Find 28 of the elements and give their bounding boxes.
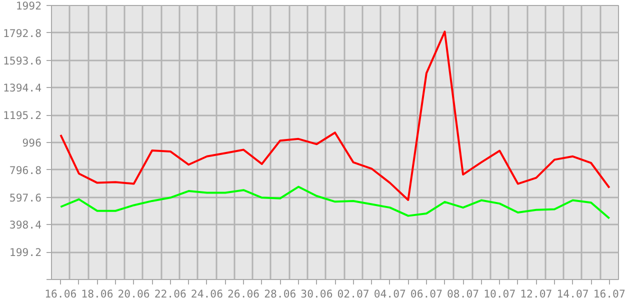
x-tick-label: 02.07 — [337, 288, 370, 300]
x-tick-label: 16.07 — [593, 288, 626, 300]
y-tick-label: 1992 — [16, 0, 42, 12]
x-tick-label: 04.07 — [374, 288, 406, 300]
y-tick-label: 597.6 — [9, 191, 42, 204]
x-tick-label: 12.07 — [520, 288, 552, 300]
x-tick-label: 22.06 — [154, 288, 186, 300]
x-tick-label: 08.07 — [446, 288, 480, 300]
line-series — [60, 30, 610, 201]
y-tick-label: 199.2 — [9, 246, 42, 260]
y-tick-label: 1792.8 — [3, 26, 42, 40]
y-tick-label: 796.8 — [9, 164, 42, 177]
line-series — [60, 186, 610, 220]
x-tick-label: 28.06 — [264, 288, 296, 300]
x-tick-label: 16.06 — [44, 288, 77, 300]
y-tick-label: 1195.2 — [3, 109, 42, 122]
x-tick-label: 06.07 — [410, 288, 442, 300]
y-tick-label: 398.4 — [9, 218, 42, 232]
x-tick-label: 24.06 — [190, 288, 224, 300]
x-tick-label: 14.07 — [556, 288, 589, 300]
x-tick-label: 10.07 — [484, 288, 516, 300]
x-tick-label: 26.06 — [228, 288, 260, 300]
x-tick-label: 30.06 — [300, 288, 333, 300]
x-tick-label: 18.06 — [81, 288, 114, 300]
y-tick-label: 1394.4 — [3, 82, 42, 95]
y-tick-label: 1593.6 — [3, 54, 42, 68]
x-tick-label: 20.06 — [118, 288, 150, 300]
y-tick-label: 996 — [22, 136, 42, 150]
